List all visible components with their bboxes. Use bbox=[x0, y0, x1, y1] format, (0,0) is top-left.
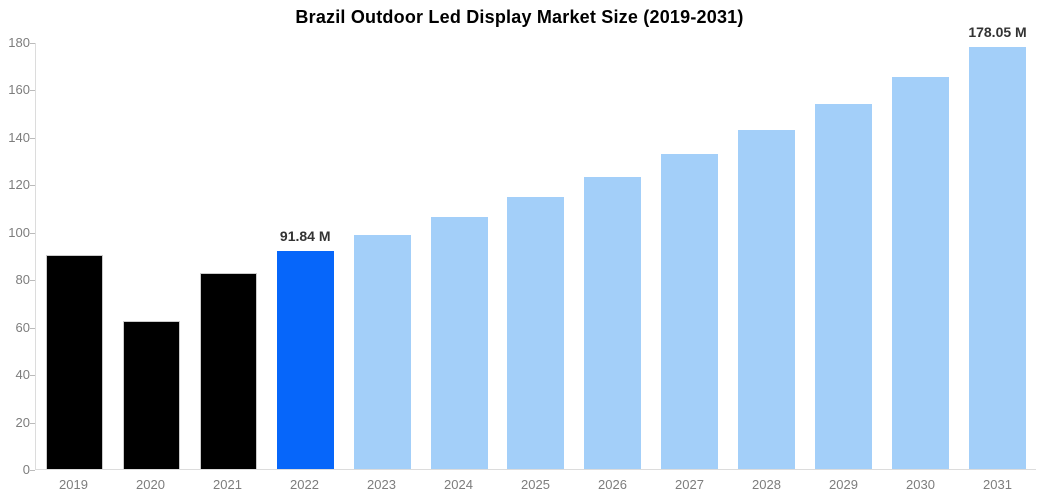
y-axis-tick-mark bbox=[30, 422, 35, 424]
bar-2027[interactable] bbox=[661, 154, 719, 469]
y-axis-tick-mark bbox=[30, 43, 35, 44]
bar-slot-2031: 178.05 M bbox=[959, 24, 1036, 469]
x-axis-label-2031: 2031 bbox=[983, 477, 1012, 492]
bar-2028[interactable] bbox=[738, 130, 796, 469]
bar-slot-2026 bbox=[574, 43, 651, 469]
bar-2024[interactable] bbox=[430, 216, 488, 469]
bar-slot-2029 bbox=[805, 43, 882, 469]
bar-2019[interactable] bbox=[45, 254, 103, 469]
bar-2022[interactable] bbox=[276, 251, 334, 469]
y-axis-tick-mark bbox=[30, 280, 35, 282]
x-axis-label-2022: 2022 bbox=[290, 477, 319, 492]
y-axis-tick-label: 120 bbox=[8, 177, 30, 193]
x-axis-label-2029: 2029 bbox=[829, 477, 858, 492]
bar-slot-2030 bbox=[882, 43, 959, 469]
bar-slot-2025 bbox=[498, 43, 575, 469]
x-axis-label-2028: 2028 bbox=[752, 477, 781, 492]
x-axis-label-2023: 2023 bbox=[367, 477, 396, 492]
bar-slot-2021 bbox=[190, 43, 267, 469]
bar-2029[interactable] bbox=[815, 104, 873, 469]
x-axis-label-2020: 2020 bbox=[136, 477, 165, 492]
bars-layer: 91.84 M 178.05 M bbox=[36, 24, 1036, 469]
x-axis-label-2030: 2030 bbox=[906, 477, 935, 492]
y-axis-tick-label: 100 bbox=[8, 224, 30, 240]
y-axis-tick-label: 60 bbox=[15, 319, 30, 335]
y-axis-tick-label: 80 bbox=[15, 272, 30, 288]
bar-slot-2028 bbox=[728, 43, 805, 469]
bar-value-label-2022: 91.84 M bbox=[279, 228, 331, 245]
y-axis-tick-mark bbox=[30, 470, 35, 471]
bar-slot-2022: 91.84 M bbox=[267, 43, 344, 469]
bar-2021[interactable] bbox=[199, 273, 257, 469]
bar-2023[interactable] bbox=[353, 234, 411, 469]
y-axis-tick-mark bbox=[30, 137, 35, 139]
bar-slot-2027 bbox=[651, 43, 728, 469]
x-axis-label-2021: 2021 bbox=[213, 477, 242, 492]
x-axis-label-2019: 2019 bbox=[59, 477, 88, 492]
bar-2026[interactable] bbox=[584, 176, 642, 469]
bar-slot-2023 bbox=[344, 43, 421, 469]
y-axis-tick-label: 160 bbox=[8, 82, 30, 98]
plot-area: 91.84 M 178.05 M bbox=[35, 24, 1036, 470]
x-axis-labels: 2019 2020 2021 2022 2023 2024 2025 2026 2027 2028… bbox=[35, 477, 1036, 492]
y-axis: 0 20 40 60 80 100 120 140 160 180 bbox=[0, 35, 35, 477]
x-axis-label-2027: 2027 bbox=[675, 477, 704, 492]
bar-2020[interactable] bbox=[122, 320, 180, 469]
bar-2025[interactable] bbox=[507, 197, 565, 469]
chart-title: Brazil Outdoor Led Display Market Size (… bbox=[295, 7, 744, 27]
bar-value-label-2031: 178.05 M bbox=[968, 23, 1027, 40]
y-axis-tick-label: 180 bbox=[8, 35, 30, 50]
y-axis-tick-label: 0 bbox=[22, 462, 30, 477]
x-axis-label-2026: 2026 bbox=[598, 477, 627, 492]
bar-slot-2020 bbox=[113, 43, 190, 469]
y-axis-tick-label: 20 bbox=[15, 414, 30, 430]
y-axis-tick-mark bbox=[30, 185, 35, 187]
x-axis-label-2025: 2025 bbox=[521, 477, 550, 492]
x-axis-label-2024: 2024 bbox=[444, 477, 473, 492]
y-axis-tick-label: 40 bbox=[15, 367, 30, 383]
y-axis-tick-mark bbox=[30, 327, 35, 329]
bar-2030[interactable] bbox=[892, 76, 950, 469]
y-axis-tick-mark bbox=[30, 90, 35, 92]
y-axis-tick-mark bbox=[30, 375, 35, 377]
bar-slot-2024 bbox=[421, 43, 498, 469]
y-axis-tick-mark bbox=[30, 232, 35, 234]
bar-slot-2019 bbox=[36, 43, 113, 469]
y-axis-tick-label: 140 bbox=[8, 129, 30, 145]
bar-2031[interactable] bbox=[969, 46, 1027, 469]
